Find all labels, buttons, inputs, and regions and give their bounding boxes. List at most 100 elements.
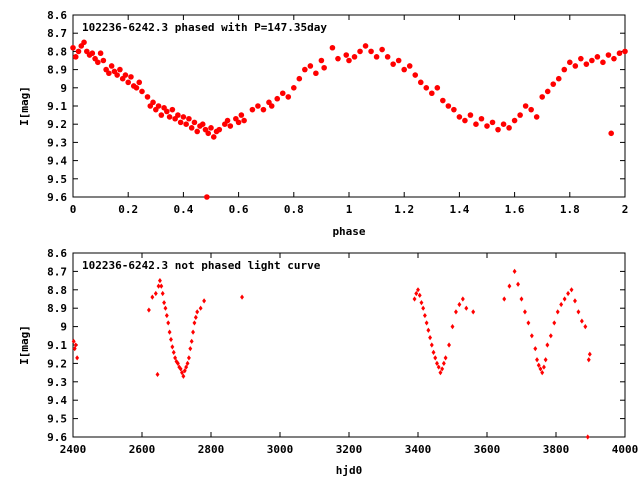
data-point — [533, 114, 540, 120]
y-tick-label: 9.5 — [47, 413, 67, 426]
data-point — [191, 119, 198, 126]
x-tick-label: 2400 — [60, 443, 87, 456]
data-point — [526, 320, 531, 326]
data-point — [159, 283, 164, 289]
x-tick-label: 1 — [346, 203, 353, 216]
data-point — [456, 114, 463, 120]
data-point — [346, 57, 352, 64]
data-point — [296, 75, 303, 82]
data-point — [188, 125, 195, 131]
x-tick-label: 3600 — [474, 443, 501, 456]
data-point — [307, 63, 314, 69]
data-point — [395, 57, 402, 64]
data-point — [579, 318, 584, 324]
data-point — [451, 106, 457, 113]
data-point — [97, 50, 104, 57]
data-point — [108, 63, 115, 69]
data-point — [552, 320, 557, 326]
data-point — [155, 103, 162, 109]
data-point — [454, 309, 458, 315]
data-point — [434, 85, 441, 91]
plot-frame — [72, 252, 626, 438]
data-point — [428, 335, 433, 341]
x-tick-label: 0.4 — [173, 203, 193, 216]
y-tick-label: 8.6 — [47, 9, 67, 22]
data-point — [414, 290, 419, 297]
x-tick-label: 0.2 — [118, 203, 138, 216]
data-point — [136, 79, 143, 86]
data-point — [587, 351, 592, 357]
data-point — [429, 90, 435, 97]
y-tick-label: 8.9 — [47, 302, 67, 315]
data-point — [249, 106, 256, 113]
data-point — [422, 312, 427, 319]
data-point — [516, 281, 520, 287]
data-point — [440, 97, 446, 104]
data-point — [495, 126, 501, 133]
x-tick-label: 1.4 — [449, 203, 469, 216]
data-point — [441, 360, 446, 366]
data-point — [125, 79, 131, 86]
data-point — [274, 95, 281, 102]
data-point — [150, 294, 155, 300]
data-point — [156, 283, 161, 289]
data-point — [291, 85, 297, 91]
data-point — [401, 66, 408, 73]
data-point — [535, 357, 539, 363]
data-point — [569, 287, 574, 293]
data-point — [390, 61, 396, 67]
data-point — [512, 268, 517, 274]
data-point — [555, 309, 560, 315]
data-point — [170, 344, 175, 350]
phased-chart: 0 0.2 0.4 0.6 0.8 1 1.2 1.4 1.6 1.8 2 8.6 8.7 8.8 8.9… — [18, 9, 628, 238]
data-point — [146, 307, 151, 313]
data-point — [362, 43, 369, 49]
y-axis-label: I[mag] — [18, 86, 31, 126]
data-point — [166, 320, 171, 326]
data-point — [379, 46, 385, 53]
data-point — [75, 48, 82, 55]
data-point — [150, 99, 156, 106]
data-point — [158, 112, 165, 118]
data-point — [522, 103, 529, 109]
data-point — [412, 72, 419, 78]
data-point — [445, 103, 452, 109]
data-point — [440, 366, 445, 372]
y-tick-label: 9.1 — [47, 339, 67, 352]
data-point — [164, 108, 170, 115]
data-point — [423, 85, 430, 91]
x-tick-label: 3000 — [267, 443, 294, 456]
y-tick-label: 8.8 — [47, 284, 67, 297]
data-point — [540, 370, 545, 376]
data-point — [421, 305, 426, 311]
data-point — [167, 329, 172, 335]
data-point — [517, 112, 523, 118]
data-point — [238, 112, 245, 118]
data-point — [419, 300, 424, 306]
data-point — [302, 66, 308, 73]
data-point — [122, 72, 129, 78]
data-point — [106, 70, 112, 77]
data-point — [562, 296, 567, 302]
data-point — [502, 296, 507, 302]
data-point — [195, 309, 200, 315]
data-point — [199, 121, 206, 127]
data-point — [594, 54, 601, 60]
data-point — [164, 312, 169, 319]
data-point — [489, 119, 496, 126]
data-point — [605, 52, 612, 58]
data-point — [368, 48, 374, 55]
data-point — [313, 70, 319, 77]
data-point — [173, 355, 178, 361]
y-tick-label: 9 — [60, 321, 67, 334]
data-point — [343, 52, 350, 58]
data-point — [182, 368, 187, 374]
data-point — [95, 59, 101, 66]
x-tick-label: 1.6 — [505, 203, 525, 216]
data-point — [533, 346, 538, 352]
data-point — [198, 305, 203, 311]
data-point — [424, 320, 429, 326]
data-point — [544, 88, 551, 95]
data-point — [431, 349, 436, 355]
data-point — [192, 320, 197, 326]
